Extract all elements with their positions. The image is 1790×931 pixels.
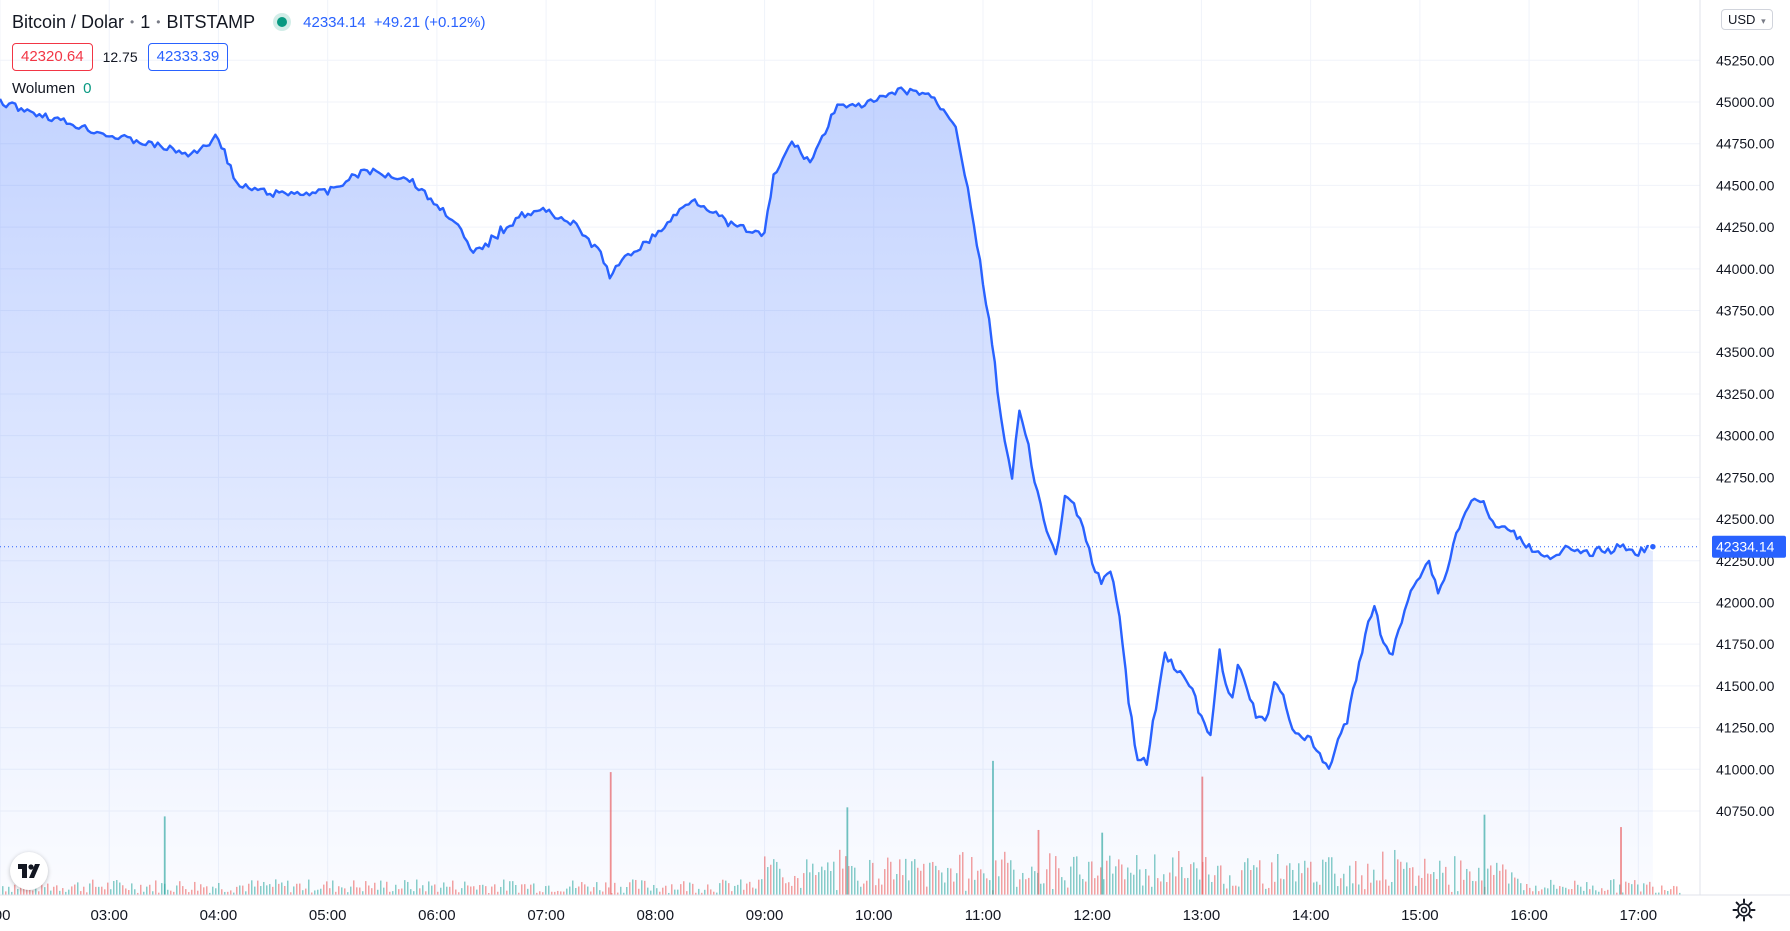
price-tick-label: 45000.00: [1716, 94, 1775, 110]
price-tick-label: 45250.00: [1716, 52, 1775, 68]
volume-bar: [1673, 885, 1675, 895]
time-tick-label: 11:00: [965, 907, 1001, 924]
price-area: [0, 86, 1700, 896]
volume-bar: [1661, 885, 1663, 895]
price-axis-bg: [1700, 0, 1790, 931]
volume-legend[interactable]: Wolumen 0: [12, 80, 91, 97]
last-price-tag: [1712, 535, 1786, 558]
currency-selector[interactable]: USD ▾: [1721, 9, 1773, 30]
volume-bar: [1670, 889, 1672, 895]
price-area-fill: [0, 87, 1653, 896]
price-tick-label: 43250.00: [1716, 386, 1775, 402]
price-tick-label: 44750.00: [1716, 136, 1775, 152]
price-change: +49.21 (+0.12%): [373, 13, 486, 31]
quote-row: 42320.64 12.75 42333.39: [12, 43, 229, 71]
price-tick-label: 43000.00: [1716, 428, 1775, 444]
time-tick-label: 07:00: [527, 907, 565, 924]
price-tick-label: 42750.00: [1716, 469, 1775, 485]
last-price-tag-label: 42334.14: [1716, 539, 1775, 555]
time-axis: :00 03:00 04:00 05:00 06:00 07:00 08:00 09:00 10…: [0, 894, 1790, 931]
sell-button[interactable]: 42320.64: [12, 43, 93, 71]
volume-value: 0: [83, 80, 92, 97]
time-tick-label: 16:00: [1510, 907, 1548, 924]
price-tick-label: 44000.00: [1716, 261, 1775, 277]
exchange-label: BITSTAMP: [166, 11, 256, 32]
time-tick-label: 04:00: [200, 907, 238, 924]
volume-bar: [1676, 886, 1678, 895]
price-tick-label: 44250.00: [1716, 219, 1775, 235]
time-tick-label: 17:00: [1620, 907, 1658, 924]
price-tick-label: 40750.00: [1716, 803, 1775, 819]
chevron-down-icon: ▾: [1761, 16, 1766, 26]
price-line: [0, 86, 1654, 770]
price-tick-label: 43500.00: [1716, 344, 1775, 360]
time-axis-bg: [0, 895, 1790, 931]
time-tick-label: 09:00: [746, 907, 784, 924]
price-axis: 45250.00 45000.00 44750.00 44500.00 44250.00…: [1699, 0, 1790, 931]
last-price-marker: [1648, 542, 1658, 551]
time-tick-label: 03:00: [90, 907, 128, 924]
time-tick-label: 05:00: [309, 907, 347, 924]
price-tick-label: 44500.00: [1716, 177, 1775, 193]
price-tick-label: 42500.00: [1716, 511, 1775, 527]
price-tick-label: 41500.00: [1716, 678, 1775, 694]
chart-header: Bitcoin / Dolar • 1 • BITSTAMP 42334.14 …: [12, 11, 486, 32]
gear-icon[interactable]: [1732, 898, 1756, 922]
price-tick-label: 42000.00: [1716, 594, 1775, 610]
volume-bar: [1658, 892, 1660, 895]
tradingview-logo-icon[interactable]: [10, 852, 48, 890]
symbol-name[interactable]: Bitcoin / Dolar: [12, 11, 125, 32]
interval-label[interactable]: 1: [140, 11, 151, 32]
price-tick-label: 41000.00: [1716, 761, 1775, 777]
volume-bar: [1655, 892, 1657, 895]
time-tick-label: 06:00: [418, 907, 456, 924]
last-price: 42334.14: [303, 13, 366, 31]
time-tick-label: 08:00: [637, 907, 675, 924]
currency-label: USD: [1728, 12, 1756, 27]
time-tick-label: :00: [0, 907, 10, 924]
time-tick-label: 15:00: [1401, 907, 1439, 924]
spread-value: 12.75: [102, 49, 138, 65]
price-tick-label: 43750.00: [1716, 303, 1775, 319]
time-tick-label: 14:00: [1292, 907, 1330, 924]
volume-bar: [1667, 890, 1669, 895]
volume-bar: [1664, 890, 1666, 895]
price-tick-label: 41250.00: [1716, 720, 1775, 736]
volume-label: Wolumen: [12, 80, 76, 97]
live-dot-icon: [277, 17, 288, 27]
time-tick-label: 10:00: [855, 907, 893, 924]
time-tick-label: 13:00: [1183, 907, 1221, 924]
price-tick-label: 41750.00: [1716, 636, 1775, 652]
tv-mark: [18, 864, 40, 878]
buy-button[interactable]: 42333.39: [147, 43, 229, 71]
time-tick-label: 12:00: [1073, 907, 1111, 924]
volume-bar: [1679, 892, 1681, 895]
